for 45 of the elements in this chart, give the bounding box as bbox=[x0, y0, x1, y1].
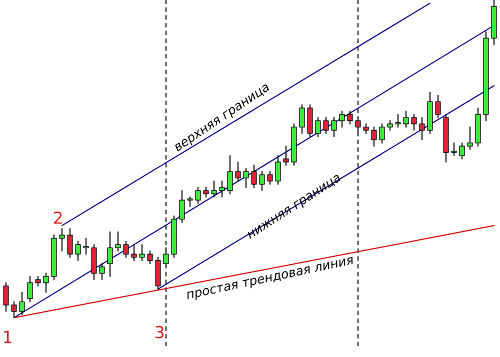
candlestick bbox=[387, 120, 393, 131]
candlestick bbox=[83, 238, 89, 255]
candlestick bbox=[179, 190, 185, 223]
candlestick bbox=[59, 228, 65, 252]
candlestick bbox=[339, 110, 345, 128]
candlestick bbox=[363, 123, 369, 134]
candlestick bbox=[75, 240, 81, 262]
candlestick bbox=[147, 250, 153, 264]
candlestick bbox=[459, 142, 465, 160]
candlestick bbox=[219, 180, 225, 198]
candlestick bbox=[379, 123, 385, 144]
candlestick bbox=[123, 240, 129, 258]
candlestick bbox=[411, 114, 417, 131]
candlestick bbox=[299, 104, 305, 134]
text: 3 bbox=[156, 326, 164, 338]
candlestick bbox=[275, 155, 281, 185]
candlestick bbox=[243, 168, 249, 188]
candlestick bbox=[187, 196, 193, 208]
candlestick bbox=[283, 146, 289, 166]
candlestick bbox=[347, 110, 353, 124]
candlestick bbox=[11, 301, 17, 318]
candlestick bbox=[403, 110, 409, 128]
candlestick bbox=[107, 231, 113, 277]
candlestick bbox=[227, 155, 233, 194]
candlestick bbox=[27, 276, 33, 302]
candlestick bbox=[43, 272, 49, 293]
candlestick bbox=[467, 126, 473, 150]
candlestick bbox=[331, 116, 337, 138]
candlestick bbox=[195, 186, 201, 204]
candlestick bbox=[323, 116, 329, 134]
annotation: 2 bbox=[54, 211, 62, 224]
candlestick bbox=[235, 161, 241, 182]
candlestick bbox=[251, 164, 257, 188]
candlestick bbox=[35, 276, 41, 286]
candlestick bbox=[99, 263, 105, 280]
candlestick bbox=[419, 116, 425, 140]
candlestick bbox=[3, 282, 9, 312]
candlestick bbox=[371, 126, 377, 147]
candlestick bbox=[67, 228, 73, 258]
candlestick bbox=[451, 142, 457, 156]
candlestick bbox=[259, 171, 265, 192]
candlestick bbox=[315, 116, 321, 138]
candlestick bbox=[267, 171, 273, 185]
text: 1 bbox=[4, 330, 12, 343]
candlestick bbox=[19, 292, 25, 316]
